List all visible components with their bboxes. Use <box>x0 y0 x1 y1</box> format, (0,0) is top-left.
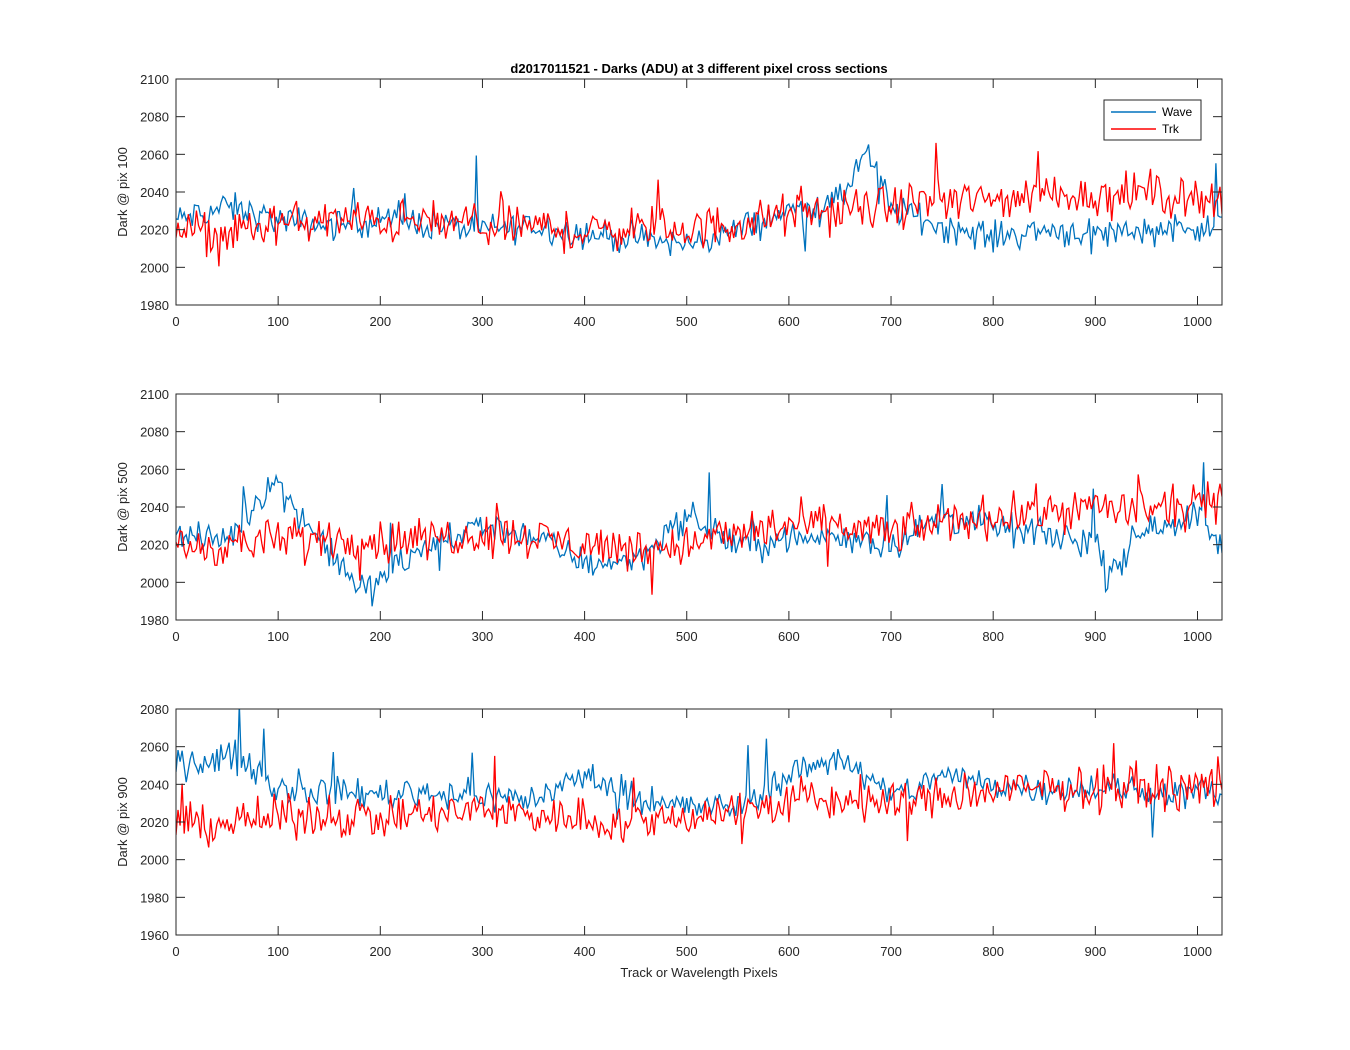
y-tick-label: 2000 <box>140 853 169 868</box>
subplots: 0 100 200 300 400 500 600 700 800 900 100019802000… <box>115 72 1223 959</box>
y-tick-label: 1980 <box>140 890 169 905</box>
y-tick-label: 2080 <box>140 425 169 440</box>
x-tick-label: 100 <box>267 314 289 329</box>
y-tick-label: 2080 <box>140 110 169 125</box>
x-tick-label: 100 <box>267 629 289 644</box>
plot-area <box>176 394 1222 620</box>
x-tick-label: 700 <box>880 314 902 329</box>
x-tick-label: 0 <box>172 629 179 644</box>
x-tick-label: 300 <box>472 629 494 644</box>
x-tick-label: 500 <box>676 944 698 959</box>
y-tick-label: 2040 <box>140 500 169 515</box>
y-tick-label: 2060 <box>140 462 169 477</box>
x-tick-label: 400 <box>574 629 596 644</box>
x-tick-label: 600 <box>778 629 800 644</box>
x-tick-label: 200 <box>369 629 391 644</box>
x-tick-label: 300 <box>472 944 494 959</box>
y-axis-label: Dark @ pix 900 <box>115 777 130 867</box>
x-tick-label: 300 <box>472 314 494 329</box>
y-tick-label: 2000 <box>140 260 169 275</box>
subplot-1: 0 100 200 300 400 500 600 700 800 900 1000 1980 2000… <box>115 72 1223 329</box>
series-line-wave <box>176 709 1222 838</box>
x-axis-label: Track or Wavelength Pixels <box>620 965 778 980</box>
y-tick-label: 2020 <box>140 538 169 553</box>
x-tick-label: 800 <box>982 944 1004 959</box>
x-tick-label: 0 <box>172 944 179 959</box>
y-axis-label: Dark @ pix 100 <box>115 147 130 237</box>
y-tick-label: 2060 <box>140 740 169 755</box>
x-tick-label: 500 <box>676 314 698 329</box>
y-tick-label: 2100 <box>140 387 169 402</box>
x-tick-label: 200 <box>369 314 391 329</box>
x-tick-label: 0 <box>172 314 179 329</box>
x-tick-label: 800 <box>982 629 1004 644</box>
y-tick-label: 2020 <box>140 815 169 830</box>
y-axis-label: Dark @ pix 500 <box>115 462 130 552</box>
x-tick-label: 400 <box>574 314 596 329</box>
figure-title: d2017011521 - Darks (ADU) at 3 different… <box>510 61 887 76</box>
y-tick-label: 2080 <box>140 702 169 717</box>
series-line-wave <box>176 144 1222 257</box>
series-line-trk <box>176 142 1222 267</box>
series-line-trk <box>176 743 1222 848</box>
x-tick-label: 800 <box>982 314 1004 329</box>
series-line-trk <box>176 474 1222 595</box>
x-tick-label: 100 <box>267 944 289 959</box>
y-tick-label: 1960 <box>140 928 169 943</box>
y-tick-label: 1980 <box>140 298 169 313</box>
y-tick-label: 2100 <box>140 72 169 87</box>
y-tick-label: 1980 <box>140 613 169 628</box>
x-tick-label: 900 <box>1084 314 1106 329</box>
subplot-2: 0 100 200 300 400 500 600 700 800 900 1000 1980 2000… <box>115 387 1223 644</box>
legend: Wave Trk <box>1103 99 1202 141</box>
y-tick-label: 2060 <box>140 147 169 162</box>
legend-label-wave: Wave <box>1162 105 1193 119</box>
series-line-wave <box>176 462 1222 607</box>
x-tick-label: 900 <box>1084 629 1106 644</box>
legend-label-trk: Trk <box>1162 122 1180 136</box>
plot-area <box>176 709 1222 935</box>
x-tick-label: 1000 <box>1183 629 1212 644</box>
y-tick-label: 2040 <box>140 777 169 792</box>
x-tick-label: 1000 <box>1183 314 1212 329</box>
plot-area <box>176 79 1222 305</box>
x-tick-label: 600 <box>778 944 800 959</box>
y-tick-label: 2000 <box>140 575 169 590</box>
subplot-3: 0 100 200 300 400 500 600 700 800 900 1000 1960 1980… <box>115 702 1223 959</box>
x-tick-label: 700 <box>880 629 902 644</box>
y-tick-label: 2020 <box>140 223 169 238</box>
x-tick-label: 600 <box>778 314 800 329</box>
legend-box <box>1103 99 1202 141</box>
x-tick-label: 700 <box>880 944 902 959</box>
x-tick-label: 900 <box>1084 944 1106 959</box>
x-tick-label: 200 <box>369 944 391 959</box>
y-tick-label: 2040 <box>140 185 169 200</box>
x-tick-label: 1000 <box>1183 944 1212 959</box>
x-tick-label: 400 <box>574 944 596 959</box>
x-tick-label: 500 <box>676 629 698 644</box>
